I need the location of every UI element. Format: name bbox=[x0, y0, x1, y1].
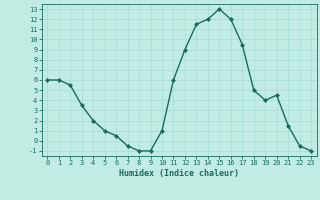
X-axis label: Humidex (Indice chaleur): Humidex (Indice chaleur) bbox=[119, 169, 239, 178]
